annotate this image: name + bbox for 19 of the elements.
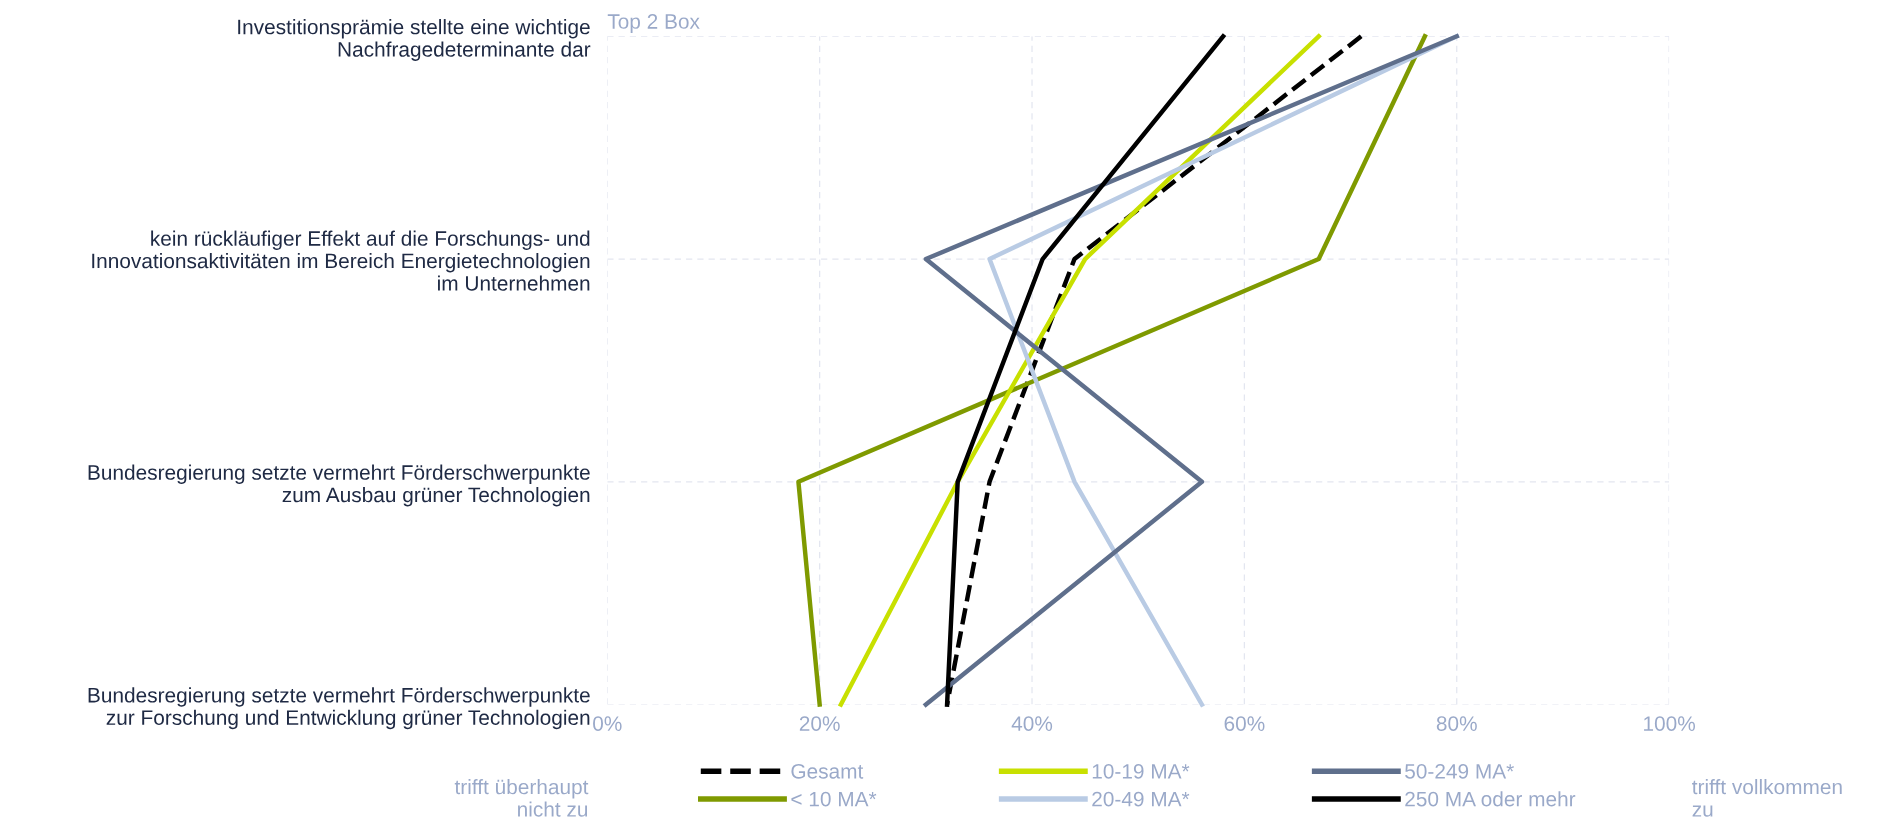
legend-label: < 10 MA* <box>791 791 877 807</box>
text: Top 2 Box <box>607 14 700 33</box>
y-tick-label: Investitionsprämie stellte eine wichtige Nachfragedeterminante dar <box>238 19 591 61</box>
legend-label: Gesamt <box>791 763 864 779</box>
y-tick-label: Bundesregierung setzte vermehrt Förderschwerpunkte zur Forschung und Entwicklung grüner Technologien <box>88 687 590 730</box>
x-tick-label: 60% <box>1224 716 1265 731</box>
y-tick-label: kein rückläufiger Effekt auf die Forschungs- und Innovationsaktivitäten im Bereich Energietechnologien im Unternehmen <box>92 230 590 291</box>
x-tick-label: 40% <box>1011 716 1053 731</box>
x-tick-label: 80% <box>1436 716 1477 731</box>
x-tick-label: 100% <box>1644 716 1696 731</box>
legend-label: 20-49 MA* <box>1092 791 1190 807</box>
legend-label: 250 MA oder mehr <box>1405 791 1576 807</box>
x-tick-label: 20% <box>799 716 840 731</box>
legend-label: 10-19 MA* <box>1092 763 1190 779</box>
text: trifft vollkommen zu <box>1692 779 1842 817</box>
text: trifft überhaupt nicht zu <box>454 779 589 817</box>
legend-label: 50-249 MA* <box>1405 763 1514 779</box>
x-tick-label: 0% <box>593 716 622 731</box>
y-tick-label: Bundesregierung setzte vermehrt Förderschwerpunkte zum Ausbau grüner Technologien <box>88 464 590 507</box>
